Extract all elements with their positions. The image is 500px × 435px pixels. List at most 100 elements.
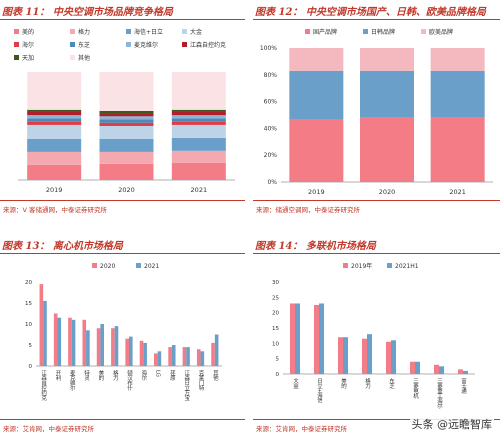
x-tick-label: 海尔	[140, 369, 147, 381]
legend-label: 东芝	[78, 41, 90, 49]
legend-swatch	[343, 263, 348, 268]
legend-swatch	[14, 55, 19, 60]
x-tick-label: 大金	[292, 377, 299, 389]
y-tick-label: 80%	[264, 72, 278, 79]
legend-label: 2021	[144, 263, 159, 270]
bar-segment	[289, 48, 344, 71]
bar	[143, 342, 147, 366]
legend-label: 大金	[190, 28, 202, 36]
y-tick-label: 15	[272, 326, 279, 332]
stacked-bar-chart-origin: 国产品牌 日韩品牌 欧美品牌 0% 20% 40% 60% 80% 100% 2019 2020 20…	[260, 28, 493, 196]
bar-segment	[289, 119, 344, 182]
bar	[367, 334, 372, 374]
legend-label: 江森自控约克	[190, 41, 226, 49]
x-tick-label: 美的	[97, 369, 104, 382]
legend-swatch	[363, 29, 368, 34]
bar	[211, 342, 215, 366]
bar	[100, 324, 104, 366]
bar-segment	[171, 137, 226, 151]
chart-panel-13: 图表 13： 离心机市场格局 2020 2021 0 5 10 15 20 江森自控约克 开利麦…	[0, 234, 245, 435]
legend-swatch	[70, 29, 75, 34]
bar-segment	[171, 72, 226, 110]
bar-segment	[27, 138, 82, 152]
x-tick-label: 麦克维尔	[69, 369, 76, 391]
bar-segment	[171, 118, 226, 122]
bar-segment	[99, 72, 154, 111]
bar	[463, 370, 468, 374]
legend-swatch	[14, 29, 19, 34]
y-tick-label: 10	[272, 341, 279, 347]
bar-segment	[289, 70, 344, 120]
legend-swatch	[387, 263, 392, 268]
y-tick-label: 60%	[264, 99, 278, 106]
bar	[200, 351, 205, 366]
bar	[129, 336, 133, 366]
legend-label: 美的	[22, 28, 34, 36]
legend-swatch	[305, 29, 310, 34]
legend-label: 日韩品牌	[371, 28, 395, 36]
bar	[125, 338, 129, 366]
x-tick-label: 东芝	[388, 377, 395, 390]
x-tick-label: 2021	[191, 186, 208, 194]
bar	[214, 334, 219, 366]
bar	[458, 369, 463, 374]
bar-segment	[27, 111, 82, 116]
bar	[434, 364, 439, 374]
bar	[171, 345, 176, 366]
bar	[391, 340, 396, 374]
legend-swatch	[126, 42, 131, 47]
y-tick-label: 0	[276, 372, 280, 378]
x-tick-label: 格力	[112, 369, 119, 382]
bar	[157, 351, 162, 366]
bar	[57, 317, 62, 366]
chart-source: 来源：艾肯网，中泰证券研究所	[3, 425, 94, 433]
legend-label: 海尔	[22, 41, 34, 49]
chart-source: 来源：V 客储通网，中泰证券研究所	[3, 206, 108, 214]
y-tick-label: 20	[272, 311, 279, 317]
bar	[82, 319, 87, 366]
bar	[410, 361, 415, 374]
chart-source: 来源：储通空调网，中泰证券研究所	[256, 206, 360, 214]
bar	[314, 305, 319, 374]
bar-segment	[360, 48, 414, 71]
bar-segment	[27, 151, 82, 165]
bar	[168, 347, 172, 366]
bar	[86, 330, 90, 366]
x-tick-label: 开利	[54, 370, 61, 381]
x-tick-label: 2020	[379, 188, 396, 196]
legend-swatch	[182, 29, 187, 34]
legend-swatch	[182, 42, 187, 47]
chart-title: 图表 12： 中央空调市场国产、日韩、欧美品牌格局	[253, 0, 500, 20]
bar-segment	[99, 126, 154, 139]
bar-segment	[171, 162, 226, 180]
chart-panel-12: 图表 12： 中央空调市场国产、日韩、欧美品牌格局 国产品牌 日韩品牌 欧美品牌 0%…	[253, 0, 500, 220]
bar-segment	[360, 117, 414, 182]
x-tick-label: 2020	[118, 186, 135, 194]
bar-segment	[99, 151, 154, 164]
bar	[154, 353, 158, 366]
legend-label: 2019年	[351, 262, 372, 270]
legend-swatch	[126, 29, 131, 34]
legend-swatch	[70, 42, 75, 47]
legend-swatch	[92, 263, 97, 268]
chart-title: 图表 11： 中央空调市场品牌竞争格局	[0, 0, 245, 20]
bar	[343, 337, 348, 374]
bar-chart-vrf: 2019年 2021H1 0 5 10 15 20 25 30 大金 日立+海信 美的 格力 东芝 三菱电机…	[272, 262, 475, 409]
legend-label: 麦克维尔	[134, 41, 158, 49]
legend-label: 其他	[78, 54, 90, 62]
bar	[182, 347, 187, 366]
y-tick-label: 40%	[264, 125, 278, 132]
bar-segment	[430, 48, 485, 71]
x-tick-label: 格力	[364, 377, 371, 390]
bar	[111, 328, 115, 366]
bar	[71, 319, 76, 366]
bar	[139, 340, 144, 366]
x-tick-label: 顿汉布什	[126, 369, 133, 392]
x-tick-label: 特灵	[83, 369, 90, 382]
y-tick-label: 25	[272, 295, 279, 301]
y-tick-label: 0	[29, 364, 33, 370]
bar	[96, 328, 101, 366]
bar	[43, 300, 47, 366]
bar	[386, 341, 391, 374]
